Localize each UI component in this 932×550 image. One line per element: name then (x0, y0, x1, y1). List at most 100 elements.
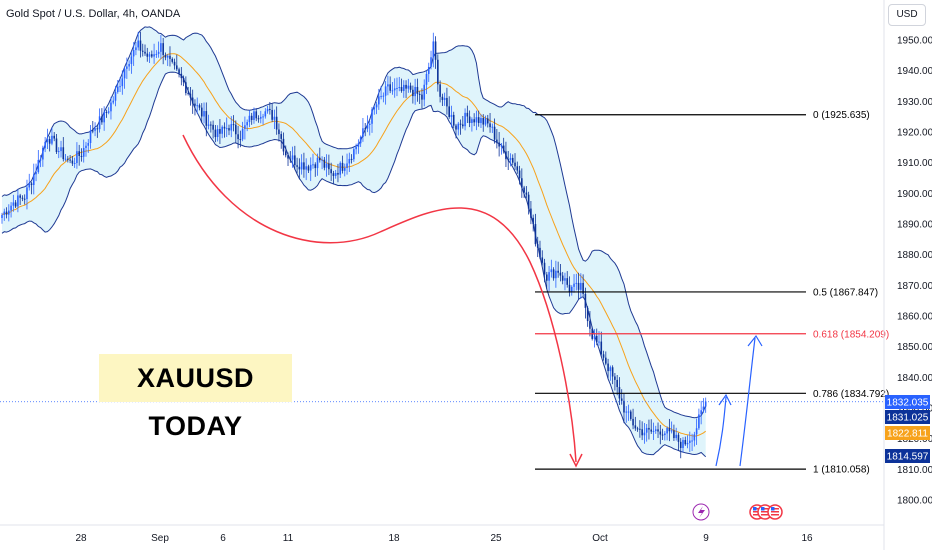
candle-body (491, 126, 494, 128)
candle-body (691, 440, 693, 442)
candle-body (196, 105, 199, 107)
candle-body (580, 282, 582, 290)
candle-body (616, 379, 618, 388)
event-icons[interactable] (692, 503, 783, 521)
candle-body (96, 128, 99, 130)
candle-body (216, 129, 219, 138)
candle-body (695, 428, 698, 435)
candle-body (44, 141, 46, 148)
candle-body (650, 429, 653, 432)
candle-body (373, 107, 376, 110)
candle-body (509, 157, 512, 161)
candle-body (185, 82, 187, 94)
candle-body (496, 139, 498, 143)
candle-body (19, 195, 21, 198)
candle-body (532, 217, 534, 224)
candle-body (611, 367, 614, 377)
candle-body (521, 178, 523, 188)
x-tick-label: 6 (220, 533, 226, 544)
candle-body (237, 134, 239, 140)
candle-body (677, 434, 680, 442)
candle-body (414, 86, 416, 97)
candle-body (67, 158, 69, 160)
candle-body (178, 69, 180, 74)
candle-body (12, 202, 15, 206)
candle-body (53, 135, 56, 139)
candle-body (325, 163, 328, 168)
candle-body (353, 149, 355, 160)
candle-body (103, 111, 105, 123)
candle-body (609, 367, 612, 372)
candle-body (259, 116, 262, 119)
candle-body (575, 282, 578, 284)
candle-body (343, 167, 346, 171)
candle-body (384, 86, 387, 96)
candle-body (278, 129, 280, 135)
candle-body (189, 93, 192, 98)
candle-body (175, 65, 178, 70)
candle-body (126, 66, 128, 69)
candle-body (37, 159, 40, 173)
projection-arrowhead (569, 453, 583, 468)
candle-body (409, 85, 412, 90)
candle-body (305, 166, 307, 170)
candle-body (648, 427, 650, 430)
candle-body (187, 93, 189, 95)
candle-body (412, 89, 414, 97)
candle-body (32, 174, 35, 186)
candle-body (337, 172, 339, 175)
axis-price-box (885, 395, 930, 409)
candle-body (446, 97, 448, 107)
candle-body (155, 53, 158, 55)
fib-level-label: 0 (1925.635) (813, 110, 870, 121)
candle-body (598, 341, 600, 343)
candle-body (629, 411, 632, 419)
candle-body (471, 119, 473, 123)
candle-body (200, 107, 203, 117)
candle-body (26, 187, 28, 200)
flag-stripe (761, 508, 769, 510)
y-tick-label: 1900.00 (897, 189, 932, 200)
candle-body (584, 293, 587, 308)
candle-body (689, 440, 691, 443)
y-tick-label: 1890.00 (897, 220, 932, 231)
candle-body (148, 54, 151, 57)
candle-body (46, 139, 49, 142)
candle-body (316, 157, 319, 169)
candle-body (702, 406, 705, 411)
x-tick-label: 28 (75, 533, 87, 544)
candle-body (486, 118, 489, 124)
flag-stripe (761, 514, 769, 516)
candle-body (402, 84, 405, 91)
candle-body (14, 202, 17, 207)
candle-body (289, 158, 292, 160)
candle-body (232, 124, 235, 126)
candle-body (346, 163, 348, 168)
axis-price-label: 1822.811 (887, 429, 928, 440)
candle-body (76, 151, 78, 164)
fib-level-label: 0.786 (1834.792) (813, 389, 889, 400)
candle-body (475, 117, 478, 123)
candle-body (543, 262, 546, 275)
y-tick-label: 1850.00 (897, 342, 932, 353)
candle-body (557, 270, 559, 273)
candle-body (593, 335, 596, 339)
axis-price-box (885, 426, 930, 440)
candle-body (94, 128, 96, 131)
candle-body (92, 130, 94, 132)
fib-level-label: 0.618 (1854.209) (813, 329, 889, 340)
candle-body (368, 123, 371, 125)
candle-body (396, 87, 398, 89)
candle-body (182, 78, 185, 83)
fibonacci-retracement[interactable]: 0 (1925.635) 0.5 (1867.847) 0.618 (1854.20… (535, 110, 889, 476)
candle-body (205, 111, 208, 126)
candle-body (441, 96, 444, 100)
candle-body (230, 124, 233, 131)
candle-body (28, 183, 31, 188)
currency-button[interactable]: USD (888, 4, 926, 26)
candle-body (432, 41, 435, 58)
candle-body (244, 125, 246, 129)
candle-body (357, 143, 360, 147)
candle-body (312, 164, 314, 166)
